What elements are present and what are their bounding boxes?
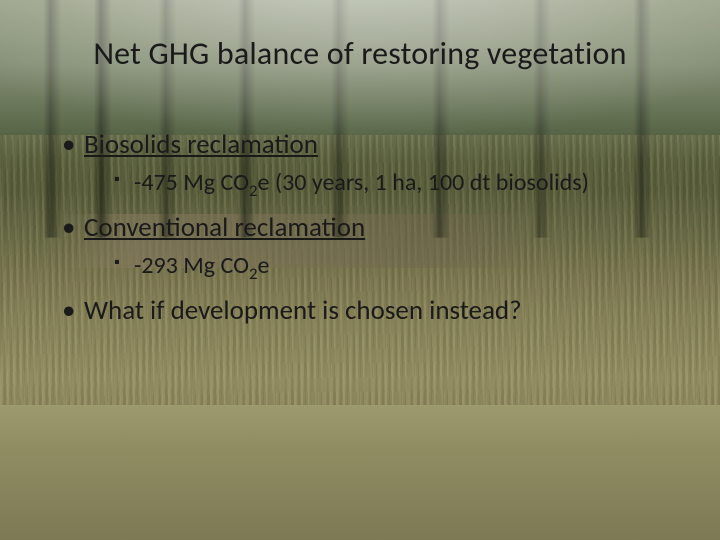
- subscript: 2: [249, 180, 258, 201]
- sub-bullet-item: -293 Mg CO2e: [114, 250, 680, 282]
- sub-bullet-prefix: -475 Mg CO: [134, 168, 249, 197]
- slide-title: Net GHG balance of restoring vegetation: [40, 34, 680, 73]
- sub-bullet-suffix: e: [258, 251, 270, 280]
- slide: Net GHG balance of restoring vegetation …: [0, 0, 720, 540]
- bullet-text: Conventional reclamation: [84, 211, 365, 244]
- sub-bullet-list: -475 Mg CO2e (30 years, 1 ha, 100 dt bio…: [84, 167, 680, 199]
- sub-bullet-prefix: -293 Mg CO: [134, 251, 249, 280]
- bullet-list: Biosolids reclamation -475 Mg CO2e (30 y…: [40, 127, 680, 329]
- subscript: 2: [249, 263, 258, 284]
- bullet-text: What if development is chosen instead?: [84, 294, 522, 327]
- sub-bullet-list: -293 Mg CO2e: [84, 250, 680, 282]
- bullet-item: Conventional reclamation -293 Mg CO2e: [62, 210, 680, 283]
- sub-bullet-suffix: e (30 years, 1 ha, 100 dt biosolids): [258, 168, 589, 197]
- bullet-item: Biosolids reclamation -475 Mg CO2e (30 y…: [62, 127, 680, 200]
- content-area: Net GHG balance of restoring vegetation …: [0, 0, 720, 540]
- bullet-text: Biosolids reclamation: [84, 128, 318, 161]
- sub-bullet-item: -475 Mg CO2e (30 years, 1 ha, 100 dt bio…: [114, 167, 680, 199]
- bullet-item: What if development is chosen instead?: [62, 293, 680, 329]
